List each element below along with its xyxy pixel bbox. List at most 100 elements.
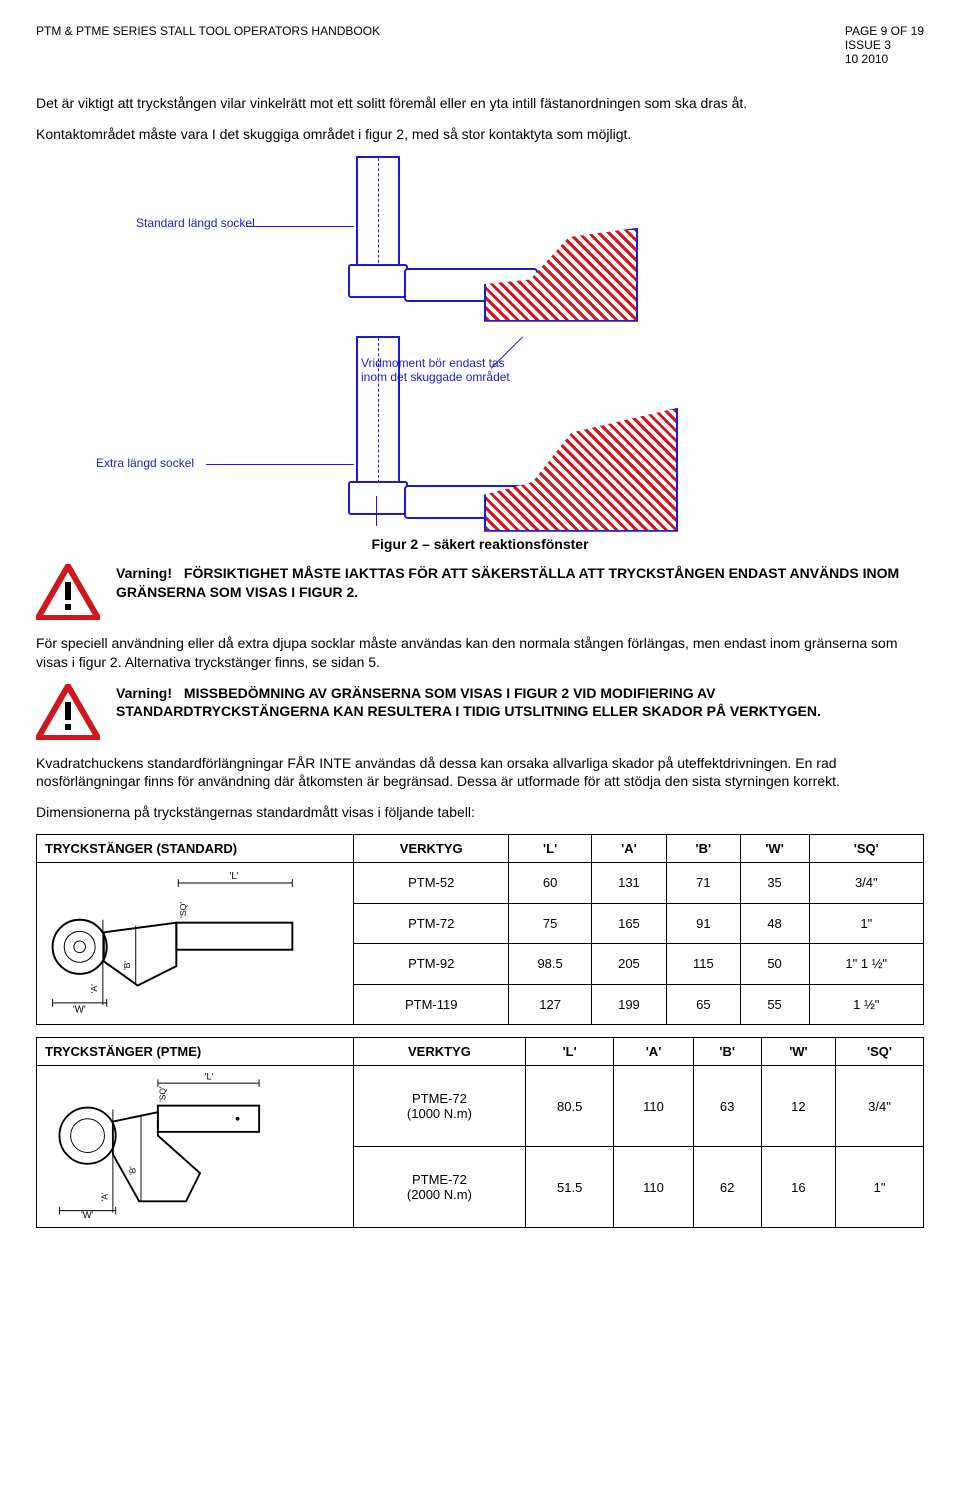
svg-text:'B': 'B'	[122, 961, 132, 970]
warning-2-body: Varning! MISSBEDÖMNING AV GRÄNSERNA SOM …	[116, 684, 924, 722]
intro-paragraph-1: Det är viktigt att tryckstången vilar vi…	[36, 94, 924, 113]
warning-triangle-icon	[36, 684, 100, 740]
ptme-col-l: 'L'	[525, 1038, 614, 1066]
ptme-reaction-arm-table: TRYCKSTÄNGER (PTME) VERKTYG 'L' 'A' 'B' …	[36, 1037, 924, 1228]
cell-b: 91	[667, 903, 740, 944]
warning-2-label: Varning!	[116, 685, 172, 701]
cell-w: 55	[740, 984, 809, 1025]
cell-sq: 3/4"	[809, 863, 923, 904]
cell-sq: 1 ½"	[809, 984, 923, 1025]
cell-a: 199	[591, 984, 666, 1025]
svg-text:'L': 'L'	[205, 1072, 214, 1082]
cell-a: 165	[591, 903, 666, 944]
cell-b: 71	[667, 863, 740, 904]
cell-sq: 1"	[836, 1147, 924, 1228]
cell-a: 110	[614, 1066, 693, 1147]
header-right: PAGE 9 OF 19 ISSUE 3 10 2010	[845, 24, 924, 66]
extra-center-line	[376, 496, 377, 526]
cell-w: 48	[740, 903, 809, 944]
header-left: PTM & PTME SERIES STALL TOOL OPERATORS H…	[36, 24, 380, 66]
cell-verktyg: PTM-52	[354, 863, 509, 904]
std-col-sq: 'SQ'	[809, 835, 923, 863]
warning-1-text: FÖRSIKTIGHET MÅSTE IAKTTAS FÖR ATT SÄKER…	[116, 565, 899, 600]
std-col-w: 'W'	[740, 835, 809, 863]
kvadrat-paragraph: Kvadratchuckens standardförlängningar FÅ…	[36, 754, 924, 792]
figure-2-diagram: Standard längd sockel Vridmoment bör end…	[96, 156, 736, 526]
cell-sq: 3/4"	[836, 1066, 924, 1147]
extra-socket-label: Extra längd sockel	[96, 456, 194, 470]
std-col-b: 'B'	[667, 835, 740, 863]
extra-collar-shape	[348, 481, 408, 515]
cell-w: 16	[761, 1147, 835, 1228]
cell-l: 60	[509, 863, 591, 904]
cell-l: 75	[509, 903, 591, 944]
cell-verktyg: PTME-72 (2000 N.m)	[354, 1147, 526, 1228]
cell-l: 127	[509, 984, 591, 1025]
std-table-header-row: TRYCKSTÄNGER (STANDARD) VERKTYG 'L' 'A' …	[37, 835, 924, 863]
warning-2: Varning! MISSBEDÖMNING AV GRÄNSERNA SOM …	[36, 684, 924, 740]
warning-1-body: Varning! FÖRSIKTIGHET MÅSTE IAKTTAS FÖR …	[116, 564, 924, 602]
std-col-l: 'L'	[509, 835, 591, 863]
cell-verktyg: PTM-92	[354, 944, 509, 985]
ptme-col-verktyg: VERKTYG	[354, 1038, 526, 1066]
cell-b: 63	[693, 1066, 761, 1147]
table-row: 'L' 'SQ' 'B' 'A'	[37, 863, 924, 904]
ptme-col-b: 'B'	[693, 1038, 761, 1066]
ptme-col-a: 'A'	[614, 1038, 693, 1066]
std-tool-drawing-icon: 'L' 'SQ' 'B' 'A'	[41, 867, 331, 1017]
header-issue: ISSUE 3	[845, 38, 924, 52]
page-header: PTM & PTME SERIES STALL TOOL OPERATORS H…	[36, 24, 924, 66]
extra-shaded-area	[484, 408, 678, 532]
svg-text:'W': 'W'	[73, 1005, 86, 1016]
cell-b: 115	[667, 944, 740, 985]
cell-a: 131	[591, 863, 666, 904]
cell-l: 98.5	[509, 944, 591, 985]
std-table-header-toolcol: TRYCKSTÄNGER (STANDARD)	[37, 835, 354, 863]
std-leader-line	[246, 226, 354, 227]
cell-sq: 1"	[809, 903, 923, 944]
header-page: PAGE 9 OF 19	[845, 24, 924, 38]
ptme-table-header-row: TRYCKSTÄNGER (PTME) VERKTYG 'L' 'A' 'B' …	[37, 1038, 924, 1066]
table-row: 'L' 'SQ' 'B' 'A'	[37, 1066, 924, 1147]
std-socket-shape	[356, 156, 400, 270]
figure-2-caption: Figur 2 – säkert reaktionsfönster	[36, 536, 924, 552]
cell-w: 35	[740, 863, 809, 904]
ptme-tool-drawing-icon: 'L' 'SQ' 'B' 'A'	[41, 1070, 331, 1220]
std-tool-drawing-cell: 'L' 'SQ' 'B' 'A'	[37, 863, 354, 1025]
extra-leader-line	[206, 464, 354, 465]
svg-text:'A': 'A'	[99, 1192, 109, 1201]
svg-text:'L': 'L'	[230, 871, 239, 882]
warning-1-label: Varning!	[116, 565, 172, 581]
cell-a: 110	[614, 1147, 693, 1228]
cell-l: 51.5	[525, 1147, 614, 1228]
dims-intro-paragraph: Dimensionerna på tryckstängernas standar…	[36, 803, 924, 822]
cell-b: 62	[693, 1147, 761, 1228]
intro-paragraph-2: Kontaktområdet måste vara I det skuggiga…	[36, 125, 924, 144]
ptme-tool-drawing-cell: 'L' 'SQ' 'B' 'A'	[37, 1066, 354, 1228]
warning-2-text: MISSBEDÖMNING AV GRÄNSERNA SOM VISAS I F…	[116, 685, 821, 720]
cell-b: 65	[667, 984, 740, 1025]
cell-verktyg: PTME-72 (1000 N.m)	[354, 1066, 526, 1147]
svg-text:'W': 'W'	[81, 1210, 94, 1220]
std-collar-shape	[348, 264, 408, 298]
special-use-paragraph: För speciell användning eller då extra d…	[36, 634, 924, 672]
ptme-table-header-toolcol: TRYCKSTÄNGER (PTME)	[37, 1038, 354, 1066]
ptme-col-w: 'W'	[761, 1038, 835, 1066]
warning-1: Varning! FÖRSIKTIGHET MÅSTE IAKTTAS FÖR …	[36, 564, 924, 620]
cell-w: 12	[761, 1066, 835, 1147]
std-col-a: 'A'	[591, 835, 666, 863]
svg-text:'SQ': 'SQ'	[157, 1086, 167, 1102]
warning-triangle-icon	[36, 564, 100, 620]
std-socket-label: Standard längd sockel	[136, 216, 255, 230]
cell-a: 205	[591, 944, 666, 985]
cell-sq: 1" 1 ½"	[809, 944, 923, 985]
cell-verktyg: PTM-119	[354, 984, 509, 1025]
cell-l: 80.5	[525, 1066, 614, 1147]
std-reaction-arm-table: TRYCKSTÄNGER (STANDARD) VERKTYG 'L' 'A' …	[36, 834, 924, 1025]
svg-text:'A': 'A'	[89, 984, 99, 993]
cell-w: 50	[740, 944, 809, 985]
ptme-col-sq: 'SQ'	[836, 1038, 924, 1066]
svg-text:'B': 'B'	[127, 1166, 137, 1175]
header-date: 10 2010	[845, 52, 924, 66]
std-col-verktyg: VERKTYG	[354, 835, 509, 863]
